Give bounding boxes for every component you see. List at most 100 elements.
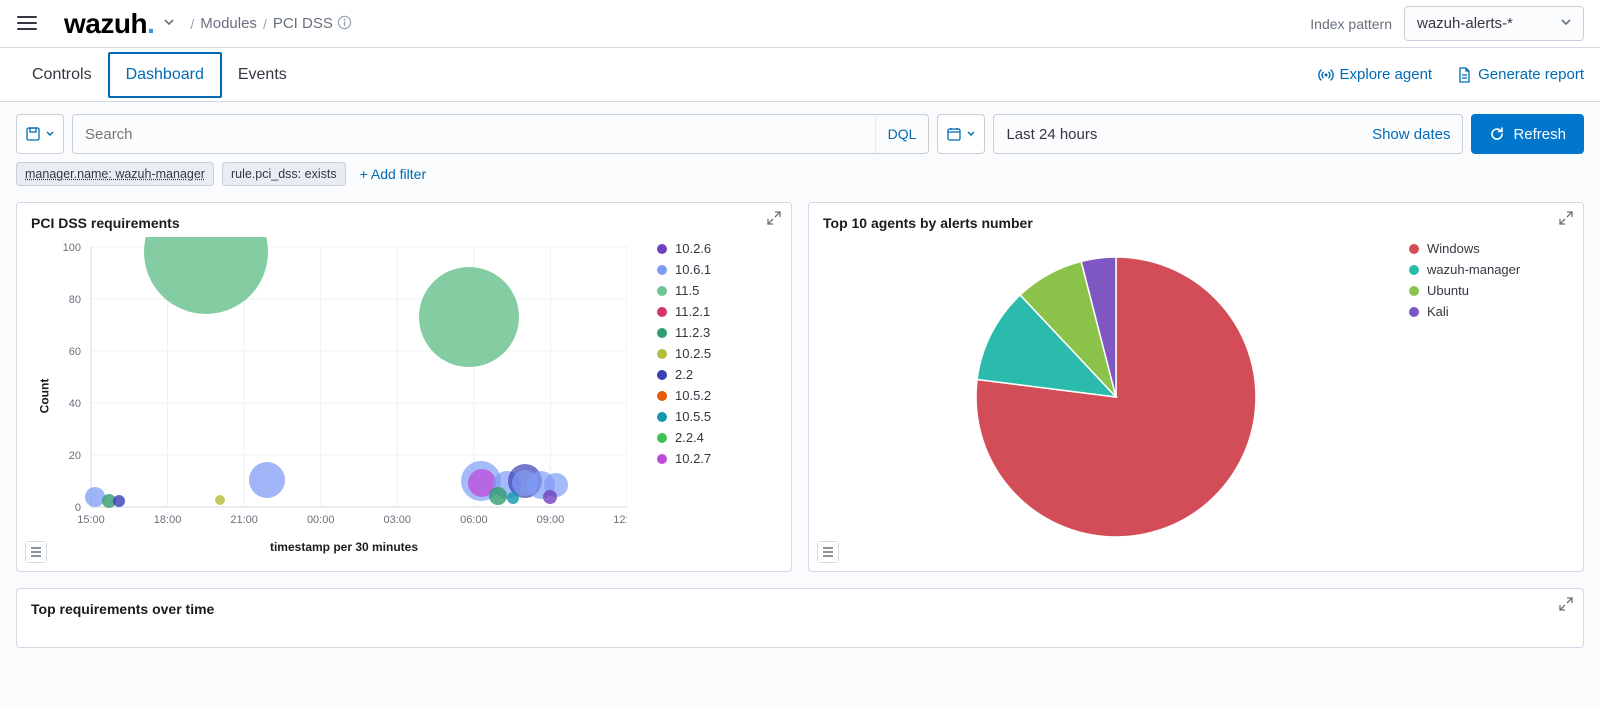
tab-events[interactable]: Events (222, 52, 303, 98)
legend-item[interactable]: Ubuntu (1409, 283, 1569, 298)
legend-item[interactable]: Windows (1409, 241, 1569, 256)
legend-label: 10.2.7 (675, 451, 711, 466)
dql-toggle[interactable]: DQL (875, 115, 929, 153)
legend-toggle-icon[interactable] (25, 541, 47, 563)
date-range-text: Last 24 hours (994, 126, 1360, 143)
svg-text:20: 20 (69, 450, 81, 462)
legend-dot (1409, 286, 1419, 296)
svg-text:60: 60 (69, 346, 81, 358)
svg-text:12:00: 12:00 (613, 514, 627, 526)
legend-dot (1409, 265, 1419, 275)
legend-item[interactable]: 10.5.2 (657, 388, 777, 403)
svg-text:0: 0 (75, 502, 81, 514)
info-icon[interactable] (337, 15, 352, 33)
legend-item[interactable]: 11.5 (657, 283, 777, 298)
explore-agent-label: Explore agent (1340, 66, 1433, 83)
legend-dot (657, 454, 667, 464)
calendar-icon (946, 126, 962, 142)
svg-text:03:00: 03:00 (384, 514, 412, 526)
svg-text:100: 100 (63, 242, 81, 254)
filter-row: manager.name: wazuh-manager rule.pci_dss:… (16, 162, 1584, 186)
y-axis-label: Count (37, 378, 51, 413)
panel-title: Top requirements over time (31, 601, 214, 617)
date-quick-button[interactable] (937, 114, 985, 154)
tabs-row: Controls Dashboard Events Explore agent … (0, 48, 1600, 102)
legend-dot (657, 265, 667, 275)
legend-item[interactable]: 10.5.5 (657, 409, 777, 424)
index-pattern-label: Index pattern (1310, 16, 1392, 32)
svg-text:00:00: 00:00 (307, 514, 335, 526)
logo[interactable]: wazuh. (64, 8, 154, 40)
chevron-down-icon (966, 129, 976, 139)
filter-pill[interactable]: rule.pci_dss: exists (222, 162, 346, 186)
legend-label: 2.2.4 (675, 430, 704, 445)
legend-dot (657, 244, 667, 254)
svg-text:80: 80 (69, 294, 81, 306)
toolbar: DQL Last 24 hours Show dates Refresh man… (0, 102, 1600, 194)
explore-agent-link[interactable]: Explore agent (1318, 66, 1433, 83)
generate-report-link[interactable]: Generate report (1456, 66, 1584, 83)
panel-title: Top 10 agents by alerts number (823, 215, 1033, 231)
panel-top-requirements-time: Top requirements over time (16, 588, 1584, 648)
legend-item[interactable]: 11.2.1 (657, 304, 777, 319)
legend-item[interactable]: 11.2.3 (657, 325, 777, 340)
legend-label: 10.5.2 (675, 388, 711, 403)
svg-text:18:00: 18:00 (154, 514, 182, 526)
menu-icon[interactable] (16, 12, 40, 36)
legend-item[interactable]: 2.2 (657, 367, 777, 382)
add-filter-link[interactable]: + Add filter (354, 162, 433, 186)
legend-label: 10.5.5 (675, 409, 711, 424)
filter-pill[interactable]: manager.name: wazuh-manager (16, 162, 214, 186)
index-pattern-select[interactable]: wazuh-alerts-* (1404, 6, 1584, 41)
tab-controls[interactable]: Controls (16, 52, 108, 98)
chevron-down-icon (1559, 15, 1573, 33)
legend-label: Ubuntu (1427, 283, 1469, 298)
legend-dot (1409, 244, 1419, 254)
bubble-chart[interactable]: 02040608010015:0018:0021:0000:0003:0006:… (31, 237, 627, 533)
generate-report-label: Generate report (1478, 66, 1584, 83)
breadcrumb-sep: / (263, 16, 267, 32)
chevron-down-icon[interactable] (162, 15, 176, 32)
document-icon (1456, 67, 1472, 83)
legend-dot (657, 349, 667, 359)
expand-icon[interactable] (1559, 597, 1573, 614)
legend-label: 11.5 (675, 283, 699, 298)
show-dates-link[interactable]: Show dates (1360, 126, 1462, 143)
panel-pci-requirements: PCI DSS requirements Count 0204060801001… (16, 202, 792, 572)
legend-label: 2.2 (675, 367, 693, 382)
legend-item[interactable]: 10.2.6 (657, 241, 777, 256)
panels-row: PCI DSS requirements Count 0204060801001… (0, 194, 1600, 588)
pie-legend: Windows wazuh-manager Ubuntu Kali (1409, 237, 1569, 325)
date-range-picker[interactable]: Last 24 hours Show dates (993, 114, 1463, 154)
refresh-label: Refresh (1513, 126, 1566, 143)
legend-item[interactable]: Kali (1409, 304, 1569, 319)
legend-dot (657, 433, 667, 443)
expand-icon[interactable] (1559, 211, 1573, 228)
saved-query-button[interactable] (16, 114, 64, 154)
disk-icon (25, 126, 41, 142)
legend-label: 10.6.1 (675, 262, 711, 277)
panel-top-agents: Top 10 agents by alerts number Windows wa… (808, 202, 1584, 572)
legend-label: 10.2.5 (675, 346, 711, 361)
breadcrumb-modules[interactable]: Modules (200, 15, 257, 32)
search-bar: DQL (72, 114, 929, 154)
refresh-button[interactable]: Refresh (1471, 114, 1584, 154)
legend-label: 11.2.3 (675, 325, 710, 340)
legend-label: wazuh-manager (1427, 262, 1520, 277)
legend-item[interactable]: wazuh-manager (1409, 262, 1569, 277)
search-input[interactable] (73, 115, 875, 153)
breadcrumb-sep: / (190, 16, 194, 32)
legend-dot (657, 412, 667, 422)
pie-chart[interactable] (966, 247, 1266, 547)
panel-title: PCI DSS requirements (31, 215, 180, 231)
expand-icon[interactable] (767, 211, 781, 228)
legend-item[interactable]: 10.2.5 (657, 346, 777, 361)
legend-label: 11.2.1 (675, 304, 710, 319)
tab-dashboard[interactable]: Dashboard (108, 52, 222, 98)
legend-item[interactable]: 2.2.4 (657, 430, 777, 445)
legend-toggle-icon[interactable] (817, 541, 839, 563)
chevron-down-icon (45, 129, 55, 139)
legend-item[interactable]: 10.6.1 (657, 262, 777, 277)
legend-item[interactable]: 10.2.7 (657, 451, 777, 466)
broadcast-icon (1318, 67, 1334, 83)
